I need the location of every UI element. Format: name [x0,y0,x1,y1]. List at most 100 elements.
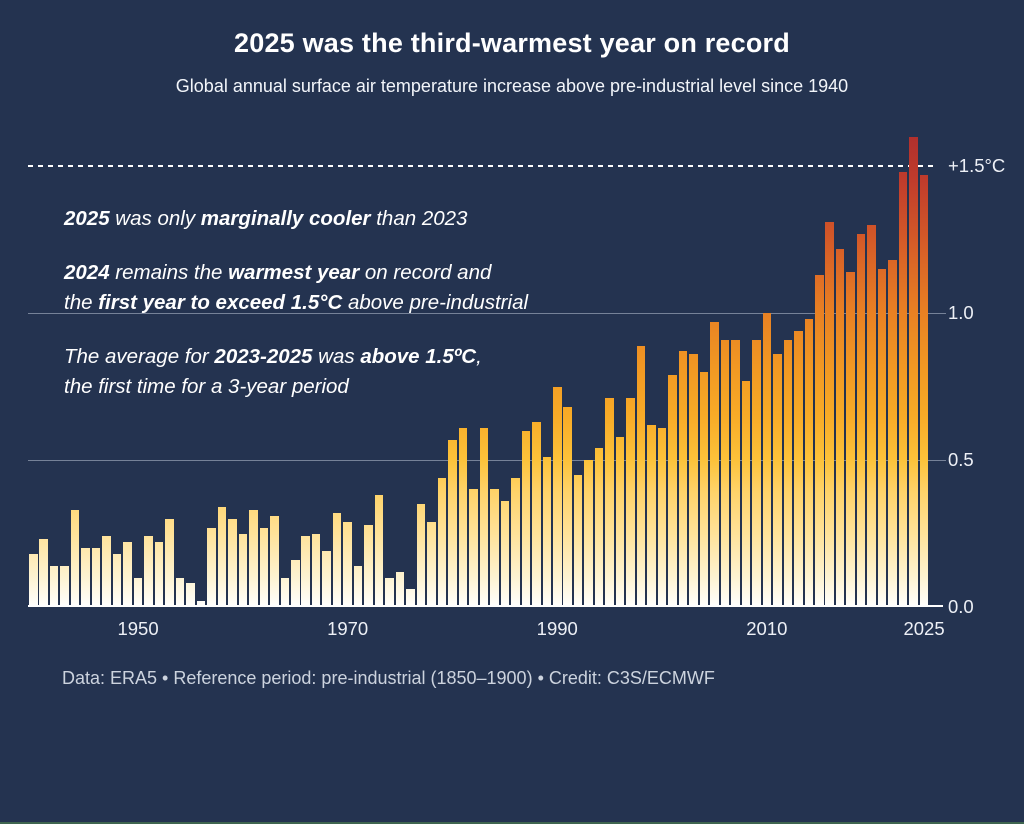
bar-2018 [846,272,855,607]
bar-1950 [133,578,143,607]
bar-2015 [815,275,824,607]
bar-1971 [353,566,363,607]
bar-2014 [804,319,814,607]
bar-1986 [511,478,520,607]
bar-1965 [291,560,300,607]
bar-1956 [196,601,206,607]
bar-2020 [867,225,876,607]
bar-1943 [60,566,69,607]
y-tick-label-0: 0.0 [948,596,974,617]
bar-1961 [249,510,258,607]
bar-1966 [301,536,310,607]
bar-1985 [500,501,510,607]
bar-2008 [741,381,751,607]
annotation-line: 2024 remains the warmest year on record … [64,261,492,284]
bar-1987 [521,431,531,607]
bar-2010 [762,313,772,607]
bar-1995 [605,398,614,607]
bar-1972 [364,525,373,607]
bar-1952 [154,542,164,607]
y-tick-label-0.5: 0.5 [948,449,974,471]
bar-1991 [563,407,572,607]
bar-2013 [794,331,803,607]
bar-2024 [909,137,918,607]
bar-1976 [406,589,415,607]
bar-2006 [720,340,730,607]
bar-1960 [238,534,248,607]
bar-1963 [270,516,279,607]
x-tick-label-2025: 2025 [903,618,945,639]
bar-1990 [553,387,562,607]
bar-1996 [615,437,625,607]
bar-1941 [39,539,48,607]
bar-1973 [374,495,384,607]
bar-1944 [70,510,80,607]
bar-2021 [877,269,887,607]
bar-2023 [898,172,908,607]
bar-2000 [657,428,667,607]
bar-1992 [573,475,583,607]
bar-2025 [919,175,929,607]
bar-2022 [888,260,897,607]
bar-2011 [773,354,782,607]
bar-1993 [584,460,593,607]
bar-1982 [469,489,478,607]
bar-2007 [731,340,740,607]
y-tick-label-1.5: +1.5°C [948,155,1006,177]
bar-1948 [112,554,122,607]
gridline-1 [28,313,946,315]
bar-1994 [594,448,604,607]
annotation-line: the first time for a 3-year period [64,375,349,398]
bar-1978 [427,522,436,607]
bar-1962 [259,528,269,607]
bar-1957 [207,528,216,607]
bar-1975 [395,572,405,607]
bar-1955 [186,583,195,607]
bottom-strip [0,822,1024,824]
y-tick-label-1: 1.0 [948,302,974,324]
annotation-paragraph-3: The average for 2023-2025 was above 1.5º… [64,342,604,402]
logo-row: PROGRAMME OF THE EUROPEAN UNION opernicu… [0,715,1024,795]
bar-1968 [322,551,331,607]
bar-2003 [689,354,698,607]
annotation-line: The average for 2023-2025 was above 1.5º… [64,345,482,368]
bar-2016 [825,222,834,607]
bar-1984 [490,489,499,607]
x-tick-label-1990: 1990 [536,618,578,639]
bar-1964 [280,578,290,607]
reference-line-1-5c [28,165,938,168]
bar-1981 [458,428,468,607]
bar-1947 [102,536,111,607]
x-axis-baseline [28,605,943,607]
bar-1979 [437,478,447,607]
bar-1954 [175,578,185,607]
annotation-block: 2025 was only marginally cooler than 202… [64,204,604,426]
bar-2002 [678,351,688,607]
x-tick-label-1950: 1950 [117,618,159,639]
x-tick-label-2010: 2010 [746,618,788,639]
bar-1997 [626,398,635,607]
chart-subtitle: Global annual surface air temperature in… [175,76,849,96]
bar-1970 [343,522,352,607]
bar-2001 [668,375,677,607]
bar-1958 [217,507,227,607]
bar-2019 [856,234,866,607]
bar-1977 [416,504,426,607]
bar-1980 [448,440,457,607]
bar-1974 [385,578,394,607]
bar-1945 [81,548,90,607]
bar-1983 [479,428,489,607]
bar-1967 [311,534,321,607]
bar-2005 [710,322,719,607]
annotation-paragraph-2: 2024 remains the warmest year on record … [64,258,604,318]
bar-1988 [532,422,541,607]
annotation-paragraph-1: 2025 was only marginally cooler than 202… [64,204,604,234]
bar-1946 [91,548,101,607]
bar-chart [28,137,946,607]
bar-1969 [332,513,342,607]
source-note: Data: ERA5 • Reference period: pre-indus… [62,668,715,688]
bar-1949 [123,542,132,607]
bar-1999 [647,425,656,607]
x-tick-label-1970: 1970 [327,618,369,639]
